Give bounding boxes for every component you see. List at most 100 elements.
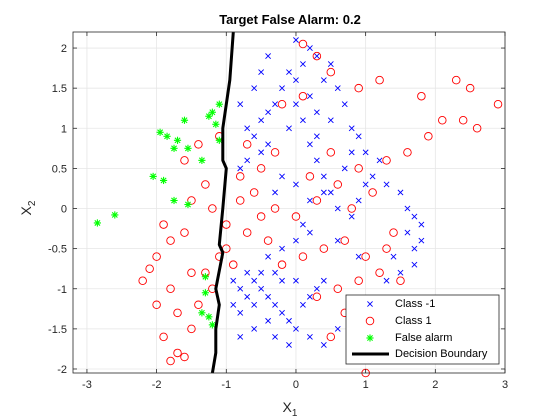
x-tick-label: 0 bbox=[293, 379, 299, 391]
class-neg-point bbox=[272, 301, 278, 308]
class-neg-point bbox=[411, 213, 418, 220]
class-pos-point bbox=[277, 99, 287, 109]
class-pos-point bbox=[312, 196, 322, 205]
false-alarm-point bbox=[198, 309, 206, 317]
class-neg-point bbox=[272, 101, 278, 108]
legend-label-boundary: Decision Boundary bbox=[395, 348, 488, 360]
y-tick-label: 0.5 bbox=[52, 163, 67, 175]
series-o bbox=[138, 39, 503, 378]
class-neg-point bbox=[306, 333, 313, 340]
class-neg-point bbox=[251, 133, 258, 140]
legend-label-false-alarm: False alarm bbox=[395, 332, 452, 344]
class-pos-point bbox=[382, 244, 391, 253]
x-axis-label: X1 bbox=[283, 399, 298, 419]
class-pos-point bbox=[333, 284, 343, 294]
class-pos-point bbox=[451, 75, 461, 85]
class-neg-point bbox=[306, 293, 313, 300]
class-neg-point bbox=[306, 45, 313, 51]
class-pos-point bbox=[159, 220, 168, 229]
class-pos-point bbox=[354, 83, 363, 93]
class-neg-point bbox=[369, 173, 376, 180]
class-neg-point bbox=[258, 269, 265, 276]
class-pos-point bbox=[458, 116, 468, 125]
class-neg-point bbox=[362, 181, 369, 188]
class-pos-point bbox=[166, 284, 175, 294]
false-alarm-point bbox=[198, 156, 206, 164]
class-neg-point bbox=[327, 189, 334, 196]
class-neg-point bbox=[320, 341, 327, 348]
class-neg-point bbox=[300, 117, 306, 124]
y-tick-label: 0 bbox=[61, 204, 67, 216]
class-pos-point bbox=[333, 180, 343, 189]
class-pos-point bbox=[249, 188, 259, 197]
class-pos-point bbox=[173, 348, 182, 358]
class-pos-point bbox=[242, 228, 252, 237]
class-neg-point bbox=[306, 93, 313, 100]
class-neg-point bbox=[300, 301, 306, 308]
class-neg-point bbox=[355, 133, 362, 140]
class-pos-point bbox=[424, 132, 433, 141]
chart-title: Target False Alarm: 0.2 bbox=[219, 12, 361, 27]
class-neg-point bbox=[237, 333, 244, 340]
class-pos-point bbox=[166, 356, 175, 366]
class-neg-point bbox=[251, 301, 258, 308]
class-neg-point bbox=[320, 277, 327, 284]
y-tick-label: -0.5 bbox=[48, 244, 67, 256]
class-neg-point bbox=[397, 269, 404, 276]
y-tick-label: -2 bbox=[57, 364, 67, 376]
class-neg-point bbox=[244, 157, 251, 164]
class-pos-point bbox=[208, 204, 217, 213]
class-neg-point bbox=[293, 37, 299, 43]
class-pos-point bbox=[326, 148, 336, 157]
false-alarm-point bbox=[163, 132, 171, 140]
class-neg-point bbox=[411, 261, 418, 268]
class-pos-point bbox=[235, 196, 245, 205]
class-neg-point bbox=[306, 197, 313, 204]
class-neg-point bbox=[286, 69, 292, 76]
legend-marker-star bbox=[366, 334, 374, 342]
class-neg-point bbox=[334, 205, 341, 212]
class-neg-point bbox=[286, 341, 292, 348]
false-alarm-point bbox=[184, 144, 192, 152]
class-neg-point bbox=[265, 253, 272, 260]
false-alarm-point bbox=[170, 196, 178, 205]
class-neg-point bbox=[418, 221, 425, 228]
class-neg-point bbox=[237, 309, 244, 316]
class-pos-point bbox=[256, 164, 266, 173]
class-pos-point bbox=[194, 140, 203, 149]
false-alarm-point bbox=[173, 136, 182, 144]
class-neg-point bbox=[258, 117, 265, 124]
class-neg-point bbox=[390, 253, 397, 260]
class-neg-point bbox=[348, 125, 355, 132]
class-pos-point bbox=[298, 39, 308, 49]
class-neg-point bbox=[272, 189, 278, 196]
class-pos-point bbox=[375, 268, 384, 277]
class-pos-point bbox=[465, 83, 475, 93]
x-tick-label: -3 bbox=[82, 379, 92, 391]
class-neg-point bbox=[272, 269, 278, 276]
false-alarm-point bbox=[184, 200, 192, 209]
y-tick-label: -1 bbox=[57, 284, 67, 296]
class-neg-point bbox=[286, 317, 292, 324]
false-alarm-point bbox=[208, 321, 216, 329]
false-alarm-point bbox=[205, 112, 213, 120]
axis-ticks: -3 -2 -1 0 1 2 3 -2 -1.5 -1 -0.5 0 0.5 1 1.5 2 bbox=[48, 32, 508, 391]
class-pos-point bbox=[263, 236, 273, 245]
class-neg-point bbox=[355, 253, 362, 260]
y-tick-label: 2 bbox=[61, 43, 67, 55]
class-neg-point bbox=[265, 317, 272, 324]
class-pos-point bbox=[298, 91, 308, 101]
class-pos-point bbox=[152, 252, 161, 261]
class-pos-point bbox=[347, 204, 356, 213]
class-neg-point bbox=[293, 277, 299, 284]
class-pos-point bbox=[417, 91, 426, 101]
class-neg-point bbox=[230, 301, 237, 308]
class-neg-point bbox=[251, 325, 258, 332]
legend-label-class-neg: Class -1 bbox=[395, 298, 435, 310]
class-neg-point bbox=[237, 165, 244, 172]
class-neg-point bbox=[293, 77, 299, 84]
class-neg-point bbox=[279, 85, 285, 92]
class-neg-point bbox=[244, 269, 251, 276]
